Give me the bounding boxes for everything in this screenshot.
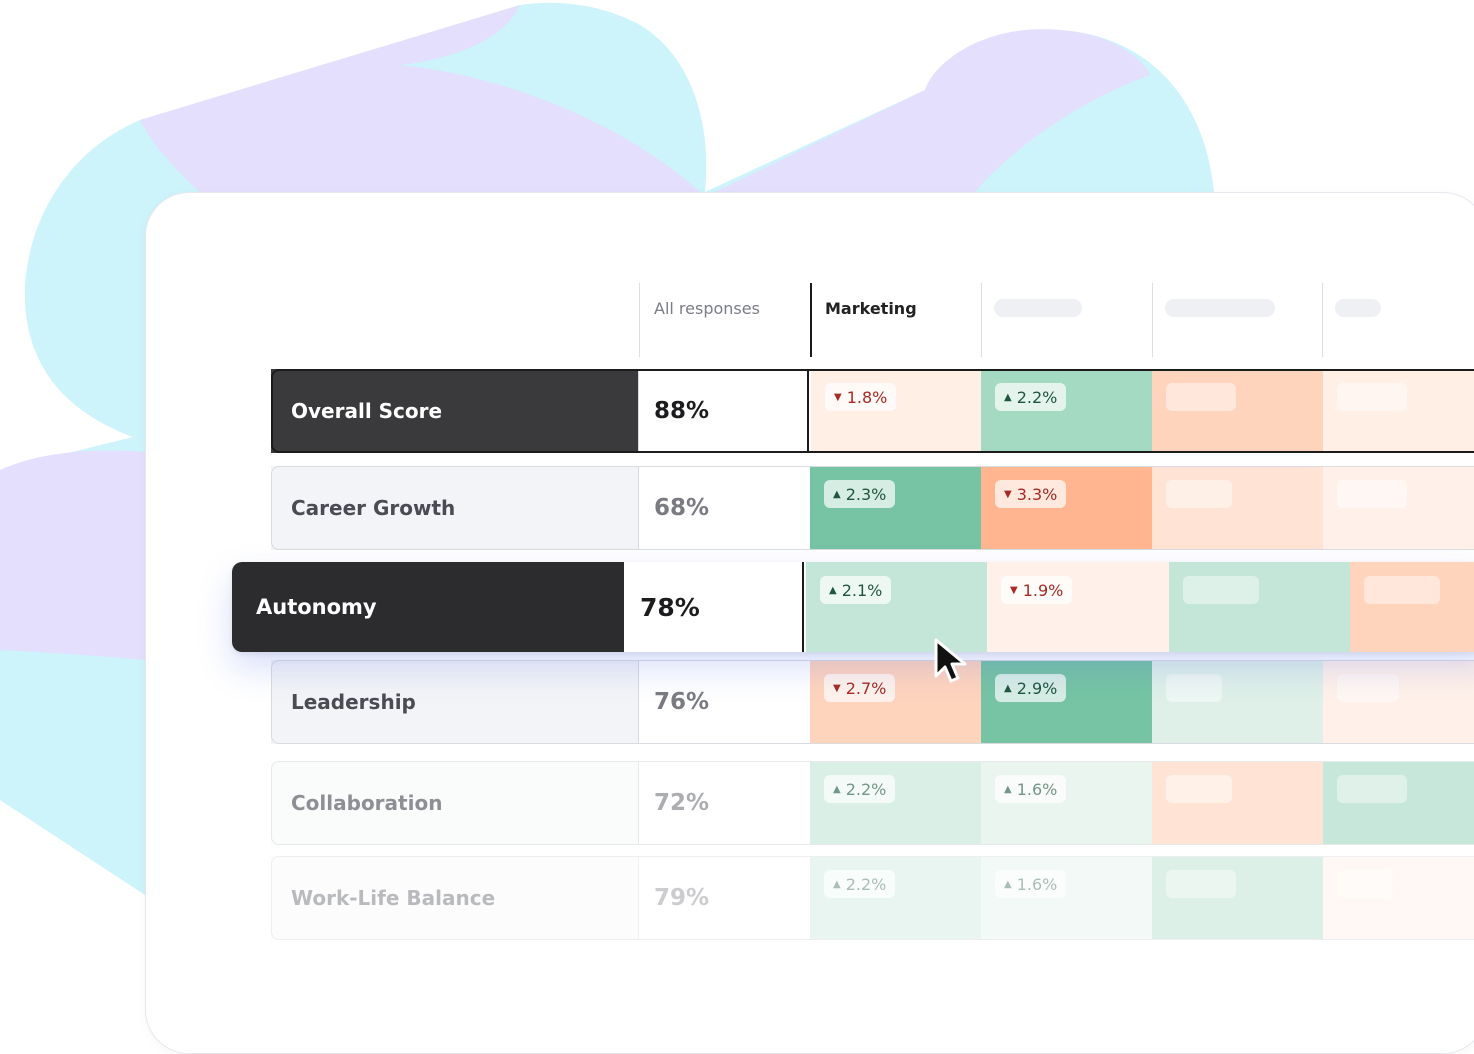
row-value: 68% xyxy=(639,466,809,550)
change-badge: ▲ 2.2% xyxy=(824,775,896,803)
up-arrow-icon: ▲ xyxy=(1004,682,1012,694)
table-row-work-life-balance[interactable]: Work-Life Balance 79% ▲ 2.2% ▲ 1.6% xyxy=(271,856,1474,940)
change-badge: ▼ 2.7% xyxy=(824,674,896,702)
background-blobs xyxy=(0,2,1214,895)
change-badge: ▲ 1.6% xyxy=(995,870,1067,898)
up-arrow-icon: ▲ xyxy=(829,584,837,596)
placeholder-badge xyxy=(1166,870,1236,898)
row-label: Work-Life Balance xyxy=(271,856,639,940)
column-divider xyxy=(639,283,640,357)
change-cell[interactable] xyxy=(1169,562,1350,652)
change-cell[interactable]: ▼ 1.8% xyxy=(811,369,981,453)
placeholder-badge xyxy=(1166,775,1232,803)
row-value: 78% xyxy=(624,562,804,652)
up-arrow-icon: ▲ xyxy=(833,783,841,795)
change-badge: ▲ 1.6% xyxy=(995,775,1067,803)
change-cell[interactable]: ▲ 1.6% xyxy=(981,856,1152,940)
placeholder-badge xyxy=(1337,383,1407,411)
change-badge: ▲ 2.1% xyxy=(820,576,892,604)
up-arrow-icon: ▲ xyxy=(1004,391,1012,403)
up-arrow-icon: ▲ xyxy=(1004,783,1012,795)
row-value: 79% xyxy=(639,856,809,940)
lavender-blob-right xyxy=(715,29,1150,192)
table-row-career-growth[interactable]: Career Growth 68% ▲ 2.3% ▼ 3.3% xyxy=(271,466,1474,550)
change-cell[interactable]: ▲ 2.1% xyxy=(806,562,987,652)
change-badge: ▼ 1.8% xyxy=(825,383,897,411)
change-badge: ▲ 2.2% xyxy=(824,870,896,898)
column-header-placeholder[interactable] xyxy=(1322,283,1474,357)
change-cell[interactable] xyxy=(1152,660,1323,744)
change-badge: ▲ 2.2% xyxy=(995,383,1067,411)
down-arrow-icon: ▼ xyxy=(833,682,841,694)
change-badge: ▲ 2.9% xyxy=(995,674,1067,702)
row-label: Career Growth xyxy=(271,466,639,550)
change-cell[interactable] xyxy=(1350,562,1474,652)
change-cell[interactable] xyxy=(1152,761,1323,845)
change-cell[interactable]: ▲ 2.2% xyxy=(810,856,981,940)
up-arrow-icon: ▲ xyxy=(1004,878,1012,890)
change-cell[interactable] xyxy=(1152,369,1323,453)
change-cell[interactable]: ▼ 3.3% xyxy=(981,466,1152,550)
placeholder-badge xyxy=(1183,576,1259,604)
table-row-overall-score[interactable]: Overall Score 88% ▼ 1.8% ▲ 2.2% xyxy=(271,369,1474,453)
row-value: 88% xyxy=(639,369,809,453)
column-divider xyxy=(1322,283,1323,357)
change-badge: ▼ 3.3% xyxy=(995,480,1067,508)
change-cell[interactable]: ▲ 2.9% xyxy=(981,660,1152,744)
table-row-autonomy-highlighted[interactable]: Autonomy 78% ▲ 2.1% ▼ 1.9% xyxy=(232,562,1474,652)
change-cell[interactable] xyxy=(1323,761,1474,845)
change-cell[interactable]: ▼ 1.9% xyxy=(987,562,1169,652)
row-label: Overall Score xyxy=(271,369,639,453)
row-label: Autonomy xyxy=(232,562,624,652)
lavender-blob-left xyxy=(140,5,700,192)
column-header-all-responses[interactable]: All responses xyxy=(639,283,810,357)
change-cell[interactable]: ▲ 2.3% xyxy=(810,466,981,550)
mouse-pointer-icon xyxy=(934,638,967,683)
header-placeholder-pill xyxy=(1335,299,1381,317)
up-arrow-icon: ▲ xyxy=(833,878,841,890)
row-label: Leadership xyxy=(271,660,639,744)
placeholder-badge xyxy=(1364,576,1440,604)
up-arrow-icon: ▲ xyxy=(833,488,841,500)
placeholder-badge xyxy=(1166,674,1222,702)
placeholder-badge xyxy=(1166,383,1236,411)
change-cell[interactable] xyxy=(1323,660,1474,744)
change-cell[interactable]: ▲ 2.2% xyxy=(981,369,1152,453)
down-arrow-icon: ▼ xyxy=(834,391,842,403)
down-arrow-icon: ▼ xyxy=(1010,584,1018,596)
column-header-label: Marketing xyxy=(825,299,917,318)
down-arrow-icon: ▼ xyxy=(1004,488,1012,500)
column-header-marketing[interactable]: Marketing xyxy=(810,283,981,357)
row-label: Collaboration xyxy=(271,761,639,845)
placeholder-badge xyxy=(1337,674,1399,702)
table-row-leadership[interactable]: Leadership 76% ▼ 2.7% ▲ 2.9% xyxy=(271,660,1474,744)
column-header-placeholder[interactable] xyxy=(981,283,1152,357)
lavender-blob-lower xyxy=(0,450,145,660)
header-placeholder-pill xyxy=(1165,299,1275,317)
change-badge: ▼ 1.9% xyxy=(1001,576,1073,604)
placeholder-badge xyxy=(1337,870,1393,898)
change-cell[interactable] xyxy=(1323,466,1474,550)
change-cell[interactable] xyxy=(1152,466,1323,550)
change-badge: ▲ 2.3% xyxy=(824,480,896,508)
change-cell[interactable] xyxy=(1323,369,1474,453)
change-cell[interactable] xyxy=(1152,856,1323,940)
column-divider xyxy=(1152,283,1153,357)
column-divider-selected xyxy=(810,283,812,357)
placeholder-badge xyxy=(1337,775,1407,803)
change-cell[interactable] xyxy=(1323,856,1474,940)
column-header-label: All responses xyxy=(654,299,760,318)
column-divider xyxy=(981,283,982,357)
column-header-placeholder[interactable] xyxy=(1152,283,1323,357)
row-value: 72% xyxy=(639,761,809,845)
change-cell[interactable]: ▲ 2.2% xyxy=(810,761,981,845)
row-value: 76% xyxy=(639,660,809,744)
placeholder-badge xyxy=(1337,480,1407,508)
table-row-collaboration[interactable]: Collaboration 72% ▲ 2.2% ▲ 1.6% xyxy=(271,761,1474,845)
header-placeholder-pill xyxy=(994,299,1082,317)
change-cell[interactable]: ▲ 1.6% xyxy=(981,761,1152,845)
placeholder-badge xyxy=(1166,480,1232,508)
